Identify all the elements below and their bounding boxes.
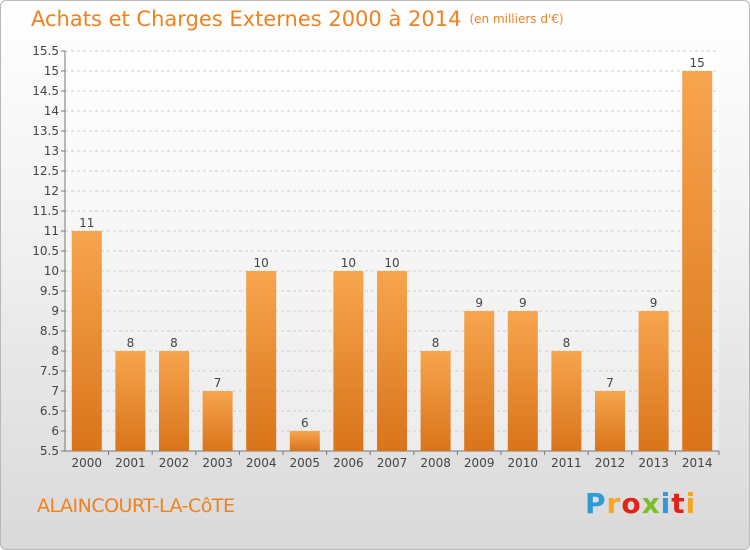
y-tick-label: 8 bbox=[51, 344, 59, 358]
y-tick-label: 11.5 bbox=[32, 204, 59, 218]
proxiti-logo[interactable]: Proxiti bbox=[585, 487, 697, 520]
bar bbox=[246, 271, 277, 451]
x-tick-label: 2003 bbox=[202, 456, 233, 470]
bar bbox=[595, 391, 625, 451]
y-tick-label: 9.5 bbox=[40, 284, 59, 298]
chart-title: Achats et Charges Externes 2000 à 2014 (e… bbox=[31, 7, 564, 31]
data-label: 8 bbox=[170, 336, 178, 350]
bar bbox=[115, 351, 146, 451]
y-tick-label: 13 bbox=[44, 144, 59, 158]
y-tick-label: 9 bbox=[51, 304, 59, 318]
x-tick-label: 2012 bbox=[595, 456, 626, 470]
data-label: 7 bbox=[214, 376, 222, 390]
data-label: 10 bbox=[254, 256, 269, 270]
bar bbox=[464, 311, 495, 451]
y-tick-label: 14 bbox=[44, 104, 59, 118]
y-tick-label: 15 bbox=[44, 64, 59, 78]
y-tick-label: 10.5 bbox=[32, 244, 59, 258]
y-tick-label: 6 bbox=[51, 424, 59, 438]
data-label: 10 bbox=[341, 256, 356, 270]
bar bbox=[507, 311, 538, 451]
data-label: 11 bbox=[79, 216, 94, 230]
x-tick-label: 2006 bbox=[333, 456, 364, 470]
x-tick-label: 2013 bbox=[638, 456, 669, 470]
x-tick-label: 2007 bbox=[377, 456, 408, 470]
x-tick-label: 2005 bbox=[290, 456, 321, 470]
y-tick-label: 13.5 bbox=[32, 124, 59, 138]
y-tick-label: 11 bbox=[44, 224, 59, 238]
y-tick-label: 5.5 bbox=[40, 444, 59, 458]
y-tick-label: 12.5 bbox=[32, 164, 59, 178]
y-tick-label: 14.5 bbox=[32, 84, 59, 98]
data-label: 7 bbox=[606, 376, 614, 390]
chart-subtitle: (en milliers d'€) bbox=[469, 12, 564, 26]
x-tick-label: 2008 bbox=[420, 456, 451, 470]
data-label: 9 bbox=[475, 296, 483, 310]
labels-layer: 5.5 6 6.5 7 7.5 8 8.5 9 9.5 10 10.5 11 11.5 12 12.5 13 1… bbox=[32, 44, 712, 470]
bar bbox=[71, 231, 102, 451]
data-label: 10 bbox=[384, 256, 399, 270]
x-tick-label: 2001 bbox=[115, 456, 146, 470]
data-label: 9 bbox=[650, 296, 658, 310]
bar bbox=[682, 71, 713, 451]
bar bbox=[159, 351, 189, 451]
bar bbox=[377, 271, 407, 451]
bars-layer bbox=[71, 71, 713, 451]
data-label: 15 bbox=[690, 56, 705, 70]
y-tick-label: 7.5 bbox=[40, 364, 59, 378]
x-tick-label: 2002 bbox=[159, 456, 190, 470]
y-tick-label: 7 bbox=[51, 384, 59, 398]
data-label: 9 bbox=[519, 296, 527, 310]
y-tick-label: 8.5 bbox=[40, 324, 59, 338]
data-label: 6 bbox=[301, 416, 309, 430]
y-tick-label: 15.5 bbox=[32, 44, 59, 58]
data-label: 8 bbox=[432, 336, 440, 350]
bar bbox=[551, 351, 582, 451]
title-text: Achats et Charges Externes 2000 à 2014 bbox=[31, 7, 462, 31]
data-label: 8 bbox=[127, 336, 135, 350]
x-tick-label: 2000 bbox=[72, 456, 103, 470]
bar bbox=[289, 431, 320, 451]
y-tick-label: 10 bbox=[44, 264, 59, 278]
data-label: 8 bbox=[563, 336, 571, 350]
x-tick-label: 2014 bbox=[682, 456, 713, 470]
bar bbox=[333, 271, 364, 451]
x-tick-label: 2010 bbox=[508, 456, 539, 470]
bar bbox=[202, 391, 233, 451]
commune-name: ALAINCOURT-LA-CôTE bbox=[37, 495, 235, 517]
y-tick-label: 6.5 bbox=[40, 404, 59, 418]
bar bbox=[420, 351, 451, 451]
y-tick-label: 12 bbox=[44, 184, 59, 198]
x-tick-label: 2009 bbox=[464, 456, 495, 470]
x-tick-label: 2004 bbox=[246, 456, 277, 470]
x-tick-label: 2011 bbox=[551, 456, 582, 470]
bar bbox=[638, 311, 669, 451]
